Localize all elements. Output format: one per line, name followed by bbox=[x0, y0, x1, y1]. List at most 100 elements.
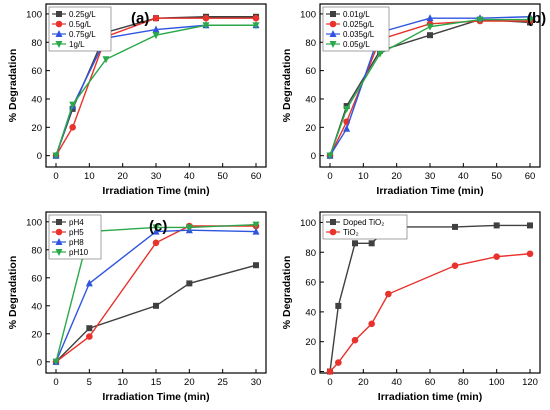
x-tick-label: 30 bbox=[151, 171, 162, 182]
data-point bbox=[69, 101, 77, 109]
data-point bbox=[152, 25, 160, 33]
series-line bbox=[55, 16, 256, 156]
data-point bbox=[526, 250, 534, 258]
data-point bbox=[152, 224, 160, 232]
data-point bbox=[86, 333, 93, 340]
series-line bbox=[55, 24, 256, 156]
legend-swatch-marker bbox=[55, 228, 63, 236]
data-point bbox=[427, 32, 433, 39]
y-tick-label: 100 bbox=[26, 9, 42, 20]
series-line bbox=[329, 16, 531, 157]
data-point bbox=[52, 152, 60, 160]
data-point bbox=[252, 227, 260, 235]
panel-label: (a) bbox=[131, 10, 149, 27]
data-point bbox=[376, 50, 384, 58]
data-point bbox=[368, 240, 375, 247]
x-tick-label: 5 bbox=[87, 377, 92, 388]
x-tick-label: 40 bbox=[458, 171, 469, 182]
data-point bbox=[351, 336, 359, 344]
data-point bbox=[152, 14, 160, 22]
x-tick-label: 60 bbox=[425, 377, 436, 388]
series-line bbox=[55, 17, 256, 157]
data-point bbox=[52, 358, 60, 366]
x-tick-label: 40 bbox=[184, 171, 195, 182]
series-line bbox=[329, 224, 530, 372]
data-point bbox=[335, 359, 342, 366]
legend: 0.01g/L0.025g/L0.035g/L0.05g/L bbox=[322, 6, 390, 52]
x-tick-label: 0 bbox=[53, 171, 58, 182]
y-tick-label: 0 bbox=[37, 357, 42, 368]
y-tick-label: 80 bbox=[31, 245, 42, 256]
legend-entry: 1g/L bbox=[69, 40, 85, 49]
data-point bbox=[152, 239, 160, 247]
data-point bbox=[385, 290, 392, 298]
y-tick-label: 60 bbox=[305, 66, 316, 77]
legend-swatch-marker bbox=[330, 11, 336, 17]
legend-swatch-marker bbox=[56, 11, 62, 17]
data-point bbox=[527, 222, 533, 229]
data-point bbox=[185, 224, 193, 232]
legend-swatch-marker bbox=[55, 41, 63, 48]
y-tick-label: 100 bbox=[300, 9, 316, 20]
legend-swatch-marker bbox=[330, 219, 336, 225]
data-point bbox=[493, 222, 500, 229]
x-axis-label: Irradiation Time (min) bbox=[102, 391, 209, 403]
x-tick-label: 100 bbox=[489, 377, 505, 388]
legend-entry: 0.01g/L bbox=[343, 10, 370, 19]
legend-swatch-marker bbox=[329, 228, 337, 236]
y-tick-label: 60 bbox=[31, 66, 42, 77]
data-point bbox=[493, 253, 500, 261]
x-axis-label: Irradiation Time (min) bbox=[102, 185, 209, 197]
x-tick-label: 60 bbox=[525, 171, 536, 182]
data-point bbox=[202, 22, 210, 30]
legend-swatch-marker bbox=[329, 30, 337, 37]
legend-entry: pH10 bbox=[69, 248, 89, 257]
data-point bbox=[452, 223, 458, 230]
x-tick-label: 0 bbox=[327, 171, 332, 182]
y-tick-label: 80 bbox=[305, 38, 316, 49]
series-line bbox=[329, 18, 530, 156]
data-point bbox=[451, 262, 459, 269]
legend-entry: 0.75g/L bbox=[69, 30, 96, 39]
series-line bbox=[329, 253, 531, 372]
x-tick-label: 80 bbox=[458, 377, 469, 388]
legend-entry: Doped TiO₂ bbox=[343, 218, 384, 227]
x-tick-label: 20 bbox=[358, 377, 369, 388]
y-tick-label: 100 bbox=[26, 217, 42, 228]
data-point bbox=[526, 16, 534, 24]
y-tick-label: 40 bbox=[31, 301, 42, 312]
y-tick-label: 60 bbox=[305, 278, 316, 289]
y-tick-label: 40 bbox=[305, 94, 316, 105]
data-point bbox=[343, 124, 351, 132]
data-point bbox=[85, 279, 93, 287]
panel-label: (c) bbox=[149, 218, 167, 235]
legend-swatch-marker bbox=[329, 20, 337, 28]
x-tick-label: 50 bbox=[491, 171, 502, 182]
x-tick-label: 15 bbox=[151, 377, 162, 388]
legend-entry: pH5 bbox=[69, 228, 84, 237]
y-tick-label: 0 bbox=[311, 151, 316, 162]
x-tick-label: 20 bbox=[117, 171, 128, 182]
data-point bbox=[426, 14, 434, 22]
x-tick-label: 10 bbox=[84, 171, 95, 182]
y-axis-label: % Degradation bbox=[7, 49, 19, 123]
y-tick-label: 20 bbox=[305, 123, 316, 134]
data-point bbox=[69, 124, 76, 131]
y-tick-label: 40 bbox=[305, 307, 316, 318]
data-point bbox=[352, 240, 358, 247]
data-point bbox=[335, 302, 342, 309]
y-tick-label: 20 bbox=[305, 337, 316, 348]
x-tick-label: 25 bbox=[217, 377, 228, 388]
legend-swatch-marker bbox=[329, 41, 337, 48]
series-line bbox=[329, 20, 530, 156]
x-tick-label: 60 bbox=[251, 171, 262, 182]
panel-label: (b) bbox=[527, 10, 546, 27]
data-point bbox=[252, 221, 260, 229]
legend-box bbox=[322, 214, 408, 240]
legend-swatch-marker bbox=[55, 249, 63, 256]
legend: 0.25g/L0.5g/L0.75g/L1g/L bbox=[48, 6, 112, 52]
x-tick-label: 30 bbox=[251, 377, 262, 388]
legend-entry: 0.05g/L bbox=[343, 40, 370, 49]
